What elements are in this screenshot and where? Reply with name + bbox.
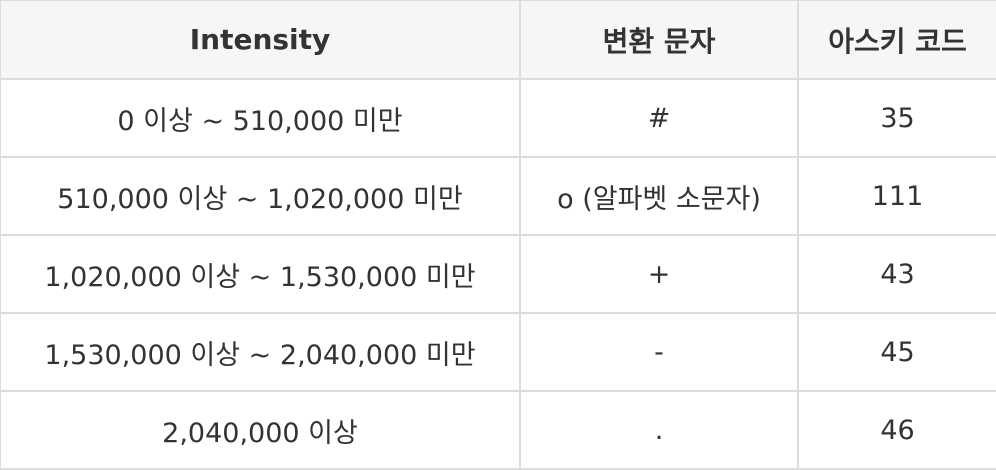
converted-char-cell: . [519, 390, 799, 470]
converted-char-cell: + [519, 234, 799, 314]
header-intensity: Intensity [0, 0, 521, 80]
converted-char-cell: o (알파벳 소문자) [519, 156, 799, 236]
table-row: 1,530,000 이상 ~ 2,040,000 미만 - 45 [0, 312, 996, 392]
converted-char-cell: - [519, 312, 799, 392]
ascii-code-cell: 46 [797, 390, 996, 470]
ascii-code-cell: 43 [797, 234, 996, 314]
intensity-range-cell: 510,000 이상 ~ 1,020,000 미만 [0, 156, 521, 236]
table-row: 0 이상 ~ 510,000 미만 # 35 [0, 78, 996, 158]
intensity-range-cell: 2,040,000 이상 [0, 390, 521, 470]
header-ascii-code: 아스키 코드 [797, 0, 996, 80]
ascii-code-cell: 35 [797, 78, 996, 158]
ascii-code-cell: 111 [797, 156, 996, 236]
converted-char-cell: # [519, 78, 799, 158]
table-header-row: Intensity 변환 문자 아스키 코드 [0, 0, 996, 80]
table-row: 1,020,000 이상 ~ 1,530,000 미만 + 43 [0, 234, 996, 314]
intensity-range-cell: 1,530,000 이상 ~ 2,040,000 미만 [0, 312, 521, 392]
table-row: 510,000 이상 ~ 1,020,000 미만 o (알파벳 소문자) 11… [0, 156, 996, 236]
intensity-range-cell: 0 이상 ~ 510,000 미만 [0, 78, 521, 158]
table-row: 2,040,000 이상 . 46 [0, 390, 996, 470]
header-converted-char: 변환 문자 [519, 0, 799, 80]
ascii-code-cell: 45 [797, 312, 996, 392]
intensity-range-cell: 1,020,000 이상 ~ 1,530,000 미만 [0, 234, 521, 314]
